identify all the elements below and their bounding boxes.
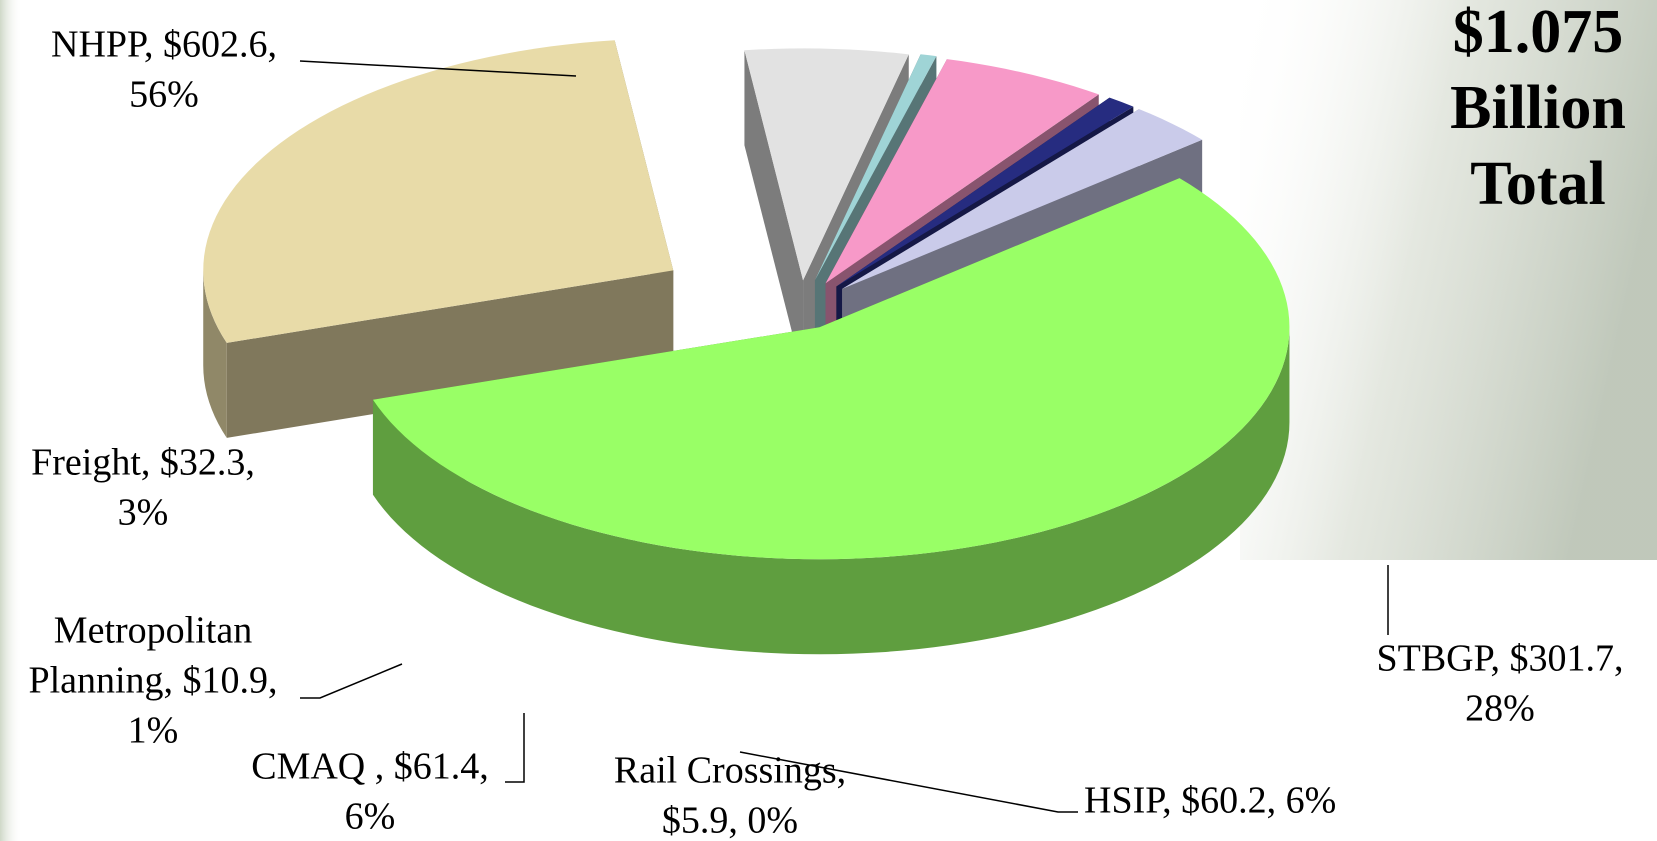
data-label: NHPP, $602.6, <box>51 24 277 66</box>
data-label: 1% <box>128 710 179 752</box>
title-line: Billion <box>1450 74 1626 142</box>
data-label: 28% <box>1465 688 1535 730</box>
leader-line <box>505 713 524 782</box>
data-label: Planning, $10.9, <box>28 660 277 702</box>
data-label: $5.9, 0% <box>662 800 798 841</box>
data-label: CMAQ , $61.4, <box>251 746 489 788</box>
chart: NHPP, $602.6, 56% STBGP, $301.7, 28% HSIP, $… <box>0 0 1657 841</box>
data-label: 56% <box>129 74 199 116</box>
data-label: 6% <box>345 796 396 838</box>
data-label: STBGP, $301.7, <box>1376 638 1623 680</box>
background-edge <box>0 0 22 841</box>
title-line: $1.075 <box>1453 0 1624 66</box>
data-label: Freight, $32.3, <box>31 442 255 484</box>
data-label: Metropolitan <box>54 610 252 652</box>
pie <box>203 40 1289 654</box>
data-label: 3% <box>118 492 169 534</box>
leader-line <box>300 664 402 698</box>
data-label: HSIP, $60.2, 6% <box>1084 780 1336 822</box>
data-label: Rail Crossings, <box>614 750 846 792</box>
title-line: Total <box>1470 150 1606 218</box>
